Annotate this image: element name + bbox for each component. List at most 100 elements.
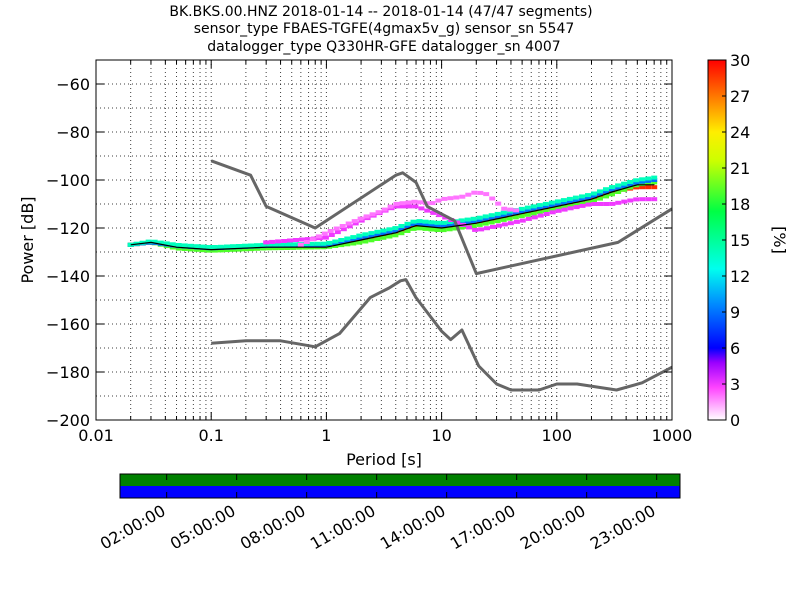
probability-cell [512,215,519,220]
probability-cell [470,219,477,224]
probability-cell [175,243,182,247]
coverage-tick-label: 23:00:00 [587,501,659,553]
probability-cell [230,244,236,249]
probability-cell [597,191,603,196]
probability-cell [303,240,310,244]
probability-cell [446,220,453,225]
probability-cell [453,195,460,200]
probability-cell [422,222,429,227]
probability-cell [272,242,279,247]
probability-cell [205,248,212,253]
probability-cell [181,243,188,248]
probability-cell [406,204,413,209]
probability-cell [163,241,170,246]
probability-cell [350,237,357,242]
probability-cell [500,217,507,222]
probability-cell [476,215,483,220]
probability-cell [591,198,597,203]
colorbar-tick-label: 6 [730,339,740,358]
noise-model-curves [210,159,673,392]
probability-cell [464,217,471,222]
probability-cell [645,176,652,181]
probability-cell [531,215,538,220]
probability-cell [518,209,525,214]
probability-cell [482,216,489,221]
chart-title-line2: sensor_type FBAES-TGFE(4gmax5v_g) sensor… [194,21,575,37]
probability-cell [392,233,399,238]
probability-cell [436,213,443,218]
probability-cell [566,204,573,209]
probability-cell [478,227,485,232]
probability-cell [424,208,431,213]
probability-cell [418,206,425,211]
probability-cell [519,218,526,223]
probability-cell [530,206,537,211]
probability-cell [639,197,646,202]
probability-cell [572,198,579,202]
probability-cell [549,210,556,215]
probability-cell [542,201,549,206]
probability-cell [537,213,544,218]
probability-cell [507,221,514,226]
probability-cell [447,196,454,201]
probability-cell [345,221,352,226]
probability-cell [555,208,562,213]
probability-cell [476,218,483,223]
probability-cell [217,248,224,253]
probability-cell [380,231,387,235]
probability-cell [339,224,346,228]
probability-cell [369,212,376,217]
probability-cell [363,214,370,219]
probability-cell [579,194,585,199]
probability-cell [567,206,574,211]
probability-cell [422,219,429,224]
probability-cell [476,222,483,227]
probability-cell [591,193,597,198]
colorbar-tick-label: 9 [730,303,740,322]
probability-cell [332,244,339,248]
x-axis-ticks: 0.01 0.1 1 10 100 1000 [78,60,692,445]
probability-cell [224,248,230,253]
probability-cell [446,222,453,227]
probability-cell [597,196,603,201]
probability-cell [548,200,555,205]
probability-cell [477,190,484,195]
probability-cell [169,242,176,247]
coverage-tick-label: 05:00:00 [167,501,239,553]
probability-cell [416,226,423,231]
probability-cell [440,223,447,228]
probability-cell [585,202,592,207]
probability-cell [536,210,543,215]
probability-cell [404,224,411,229]
probability-cell [260,246,267,251]
probability-cell [410,219,417,224]
probability-cell [410,222,417,227]
probability-cell [633,197,640,202]
probability-cell [193,244,200,249]
probability-cell [471,190,478,195]
probability-cell [518,214,525,219]
chart-title-line1: BK.BKS.00.HNZ 2018-01-14 -- 2018-01-14 (… [169,4,592,20]
probability-cell [615,183,622,188]
probability-cell [566,196,573,201]
probability-cell [308,241,315,246]
probability-cell [566,199,573,204]
probability-cell [344,236,351,241]
probability-cell [293,238,299,242]
probability-cell [381,207,388,212]
probability-cell [281,239,288,243]
probability-cell [320,241,327,246]
probability-cell [548,207,555,212]
y-tick-label: −180 [46,363,90,382]
probability-cell [405,200,412,205]
probability-cell [621,199,628,204]
probability-cell [416,219,423,224]
probability-cell [591,191,597,196]
x-tick-label: 1 [321,426,331,445]
probability-cell [346,224,353,229]
probability-cell [458,220,465,225]
probability-cell [334,230,341,235]
probability-cell [304,237,311,242]
probability-cell [428,222,435,227]
probability-cell [494,219,501,224]
